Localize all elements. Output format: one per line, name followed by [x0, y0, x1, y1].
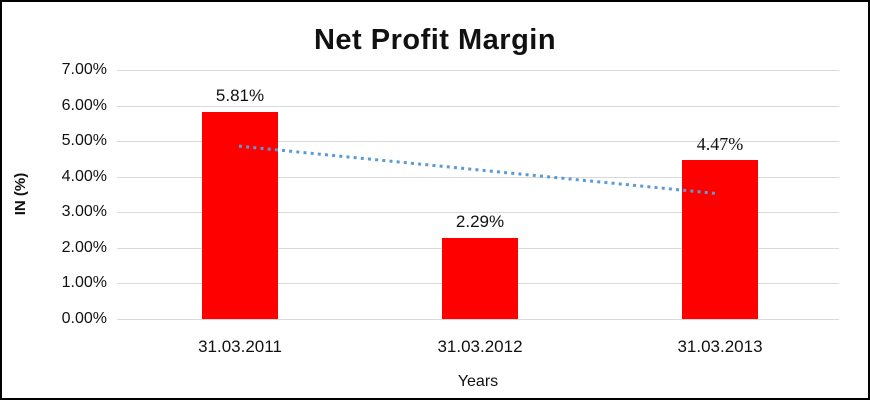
y-tick-label: 5.00%: [61, 132, 107, 149]
x-tick-label: 31.03.2013: [677, 337, 763, 356]
bar: [682, 160, 758, 319]
x-tick-label: 31.03.2011: [198, 337, 282, 356]
y-axis-title: IN (%): [12, 172, 29, 216]
y-tick-label: 1.00%: [61, 274, 107, 291]
y-tick-label: 2.00%: [61, 239, 107, 256]
y-tick-label: 3.00%: [61, 203, 107, 220]
gridline: [117, 70, 839, 71]
gridline: [117, 106, 839, 107]
y-tick-label: 0.00%: [61, 310, 107, 327]
y-tick-label: 7.00%: [61, 61, 107, 78]
gridline: [117, 212, 839, 213]
chart-title: Net Profit Margin: [313, 24, 557, 56]
x-axis-title: Years: [457, 373, 499, 390]
y-tick-label: 6.00%: [61, 97, 107, 114]
x-tick-label: 31.03.2012: [437, 337, 523, 356]
bar: [202, 112, 278, 319]
gridline: [117, 319, 839, 320]
bar-value-label: 2.29%: [455, 212, 505, 231]
bar-value-label: 4.47%: [696, 134, 744, 154]
bar-value-label: 5.81%: [215, 86, 265, 105]
gridline: [117, 141, 839, 142]
y-tick-label: 4.00%: [61, 168, 107, 185]
bar: [442, 238, 518, 319]
